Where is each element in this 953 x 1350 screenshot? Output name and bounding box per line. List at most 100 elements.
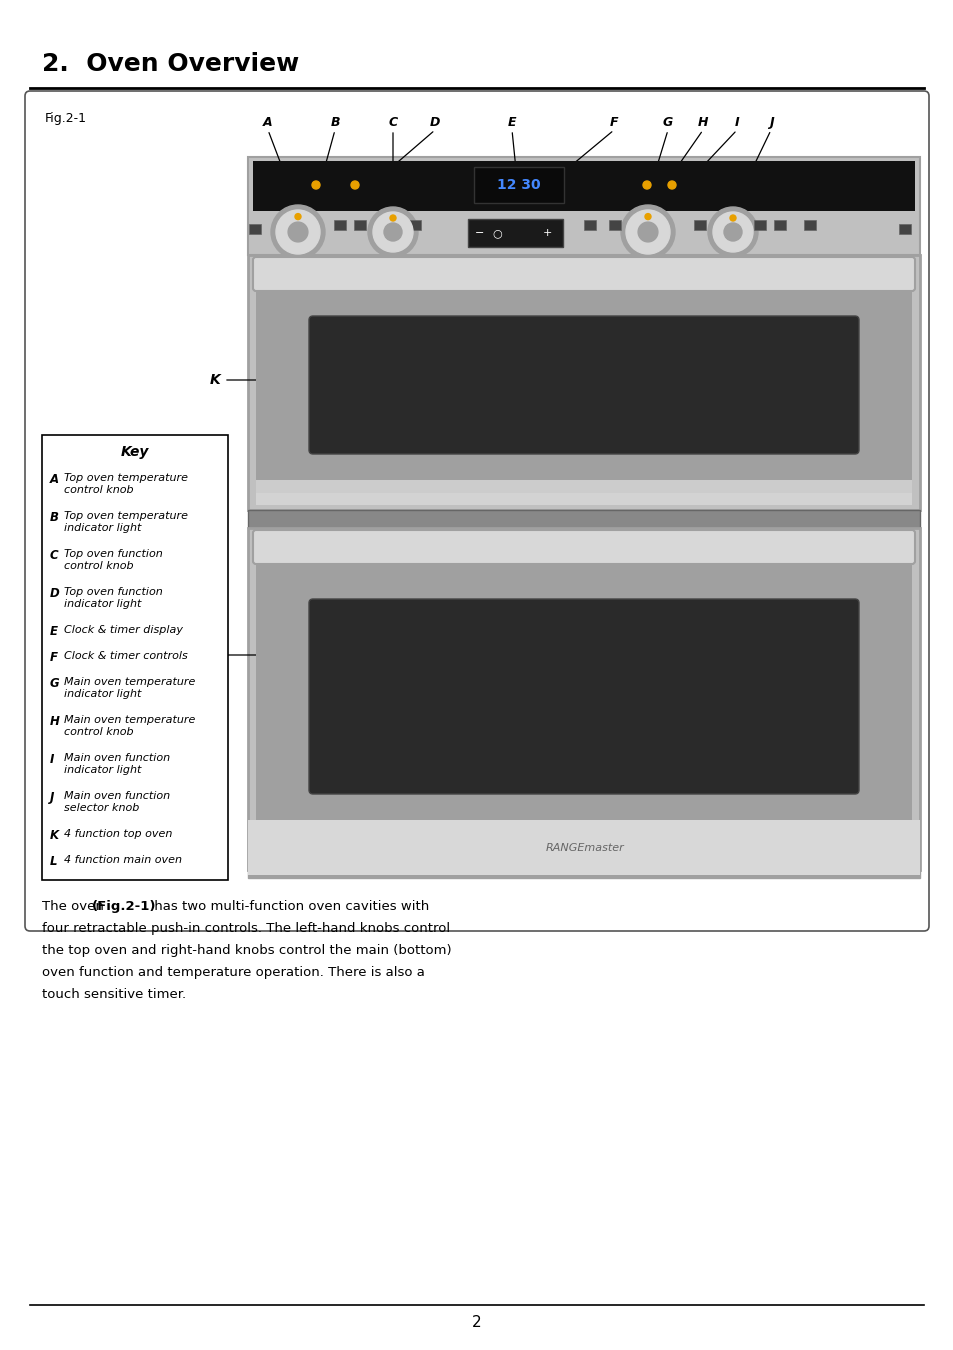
Circle shape [712, 212, 752, 252]
Text: F: F [609, 116, 618, 130]
Text: (Fig.2-1): (Fig.2-1) [91, 900, 156, 913]
Text: Main oven function
selector knob: Main oven function selector knob [64, 791, 170, 813]
Text: Top oven temperature
control knob: Top oven temperature control knob [64, 472, 188, 494]
Text: Key: Key [121, 446, 149, 459]
Text: J: J [768, 116, 773, 130]
FancyBboxPatch shape [42, 435, 228, 880]
Text: Clock & timer display: Clock & timer display [64, 625, 183, 634]
Bar [474, 167, 563, 202]
Text: four retractable push-in controls. The left-hand knobs control: four retractable push-in controls. The l… [42, 922, 450, 936]
Text: L: L [50, 855, 57, 868]
Circle shape [620, 205, 675, 259]
Circle shape [667, 181, 676, 189]
Text: ○: ○ [492, 228, 501, 238]
Text: J: J [50, 791, 54, 805]
Text: C: C [50, 549, 58, 562]
Text: D: D [430, 116, 439, 130]
Text: +: + [541, 228, 551, 238]
Circle shape [384, 223, 401, 242]
Bar [468, 219, 562, 247]
Text: A: A [50, 472, 59, 486]
Text: H: H [697, 116, 707, 130]
Text: RANGEmaster: RANGEmaster [545, 842, 623, 853]
Circle shape [707, 207, 758, 256]
Text: 2.  Oven Overview: 2. Oven Overview [42, 53, 299, 76]
Bar [608, 220, 620, 230]
Text: Top oven function
indicator light: Top oven function indicator light [64, 587, 163, 609]
Text: the top oven and right-hand knobs control the main (bottom): the top oven and right-hand knobs contro… [42, 944, 451, 957]
Text: B: B [330, 116, 339, 130]
Text: 12 30: 12 30 [497, 178, 540, 192]
Bar [693, 220, 705, 230]
Circle shape [373, 212, 413, 252]
Text: Fig.2-1: Fig.2-1 [45, 112, 87, 126]
Circle shape [312, 181, 319, 189]
Text: 2: 2 [472, 1315, 481, 1330]
Text: Top oven temperature
indicator light: Top oven temperature indicator light [64, 512, 188, 533]
Text: H: H [50, 716, 60, 728]
Bar [248, 510, 919, 528]
Text: G: G [662, 116, 673, 130]
Bar [248, 528, 919, 869]
Circle shape [288, 223, 308, 242]
Text: Main oven function
indicator light: Main oven function indicator light [64, 753, 170, 775]
Bar [248, 255, 919, 510]
FancyBboxPatch shape [309, 599, 858, 794]
Text: Clock & timer controls: Clock & timer controls [64, 651, 188, 661]
Bar [255, 481, 911, 505]
FancyBboxPatch shape [25, 90, 928, 932]
Bar [898, 224, 910, 234]
Bar [248, 819, 919, 875]
Bar [255, 562, 911, 824]
Circle shape [351, 181, 358, 189]
Bar [583, 220, 596, 230]
Bar [773, 220, 785, 230]
Text: B: B [50, 512, 59, 524]
Text: G: G [50, 676, 59, 690]
Text: oven function and temperature operation. There is also a: oven function and temperature operation.… [42, 967, 424, 979]
Text: 4 function top oven: 4 function top oven [64, 829, 172, 838]
Text: I: I [50, 753, 54, 765]
FancyBboxPatch shape [253, 531, 914, 564]
Text: D: D [50, 587, 60, 599]
Text: Main oven temperature
indicator light: Main oven temperature indicator light [64, 676, 195, 698]
Text: I: I [734, 116, 739, 130]
Text: C: C [388, 116, 397, 130]
Text: K: K [50, 829, 59, 842]
Circle shape [642, 181, 650, 189]
Bar [248, 157, 919, 255]
Text: A: A [263, 116, 273, 130]
Circle shape [368, 207, 417, 256]
Text: 4 function main oven: 4 function main oven [64, 855, 182, 865]
Bar [249, 224, 261, 234]
Circle shape [625, 211, 669, 254]
FancyBboxPatch shape [309, 316, 858, 454]
Text: E: E [507, 116, 516, 130]
Circle shape [729, 215, 735, 221]
Circle shape [275, 211, 319, 254]
Circle shape [644, 213, 650, 220]
Bar [253, 161, 914, 211]
Bar [255, 288, 911, 493]
Text: E: E [50, 625, 58, 639]
Circle shape [294, 213, 301, 220]
FancyBboxPatch shape [253, 256, 914, 292]
Text: −: − [475, 228, 484, 238]
Circle shape [723, 223, 741, 242]
Text: The oven: The oven [42, 900, 108, 913]
Text: F: F [50, 651, 58, 664]
Bar [803, 220, 815, 230]
Text: K: K [209, 373, 220, 387]
Text: Top oven function
control knob: Top oven function control knob [64, 549, 163, 571]
Bar [753, 220, 765, 230]
Bar [354, 220, 366, 230]
Circle shape [390, 215, 395, 221]
Bar [334, 220, 346, 230]
Circle shape [271, 205, 325, 259]
Text: L: L [211, 648, 220, 662]
Text: Main oven temperature
control knob: Main oven temperature control knob [64, 716, 195, 737]
Text: touch sensitive timer.: touch sensitive timer. [42, 988, 186, 1000]
Circle shape [638, 223, 658, 242]
Bar [248, 869, 919, 878]
Text: has two multi-function oven cavities with: has two multi-function oven cavities wit… [150, 900, 429, 913]
